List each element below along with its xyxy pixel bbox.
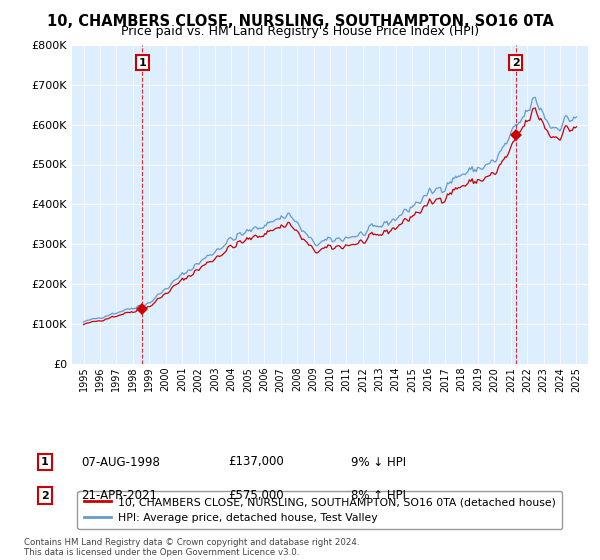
Legend: 10, CHAMBERS CLOSE, NURSLING, SOUTHAMPTON, SO16 0TA (detached house), HPI: Avera: 10, CHAMBERS CLOSE, NURSLING, SOUTHAMPTO… bbox=[77, 491, 562, 529]
Text: 2: 2 bbox=[41, 491, 49, 501]
Text: Price paid vs. HM Land Registry's House Price Index (HPI): Price paid vs. HM Land Registry's House … bbox=[121, 25, 479, 38]
Text: £137,000: £137,000 bbox=[228, 455, 284, 469]
Text: 2: 2 bbox=[512, 58, 520, 68]
Text: 10, CHAMBERS CLOSE, NURSLING, SOUTHAMPTON, SO16 0TA: 10, CHAMBERS CLOSE, NURSLING, SOUTHAMPTO… bbox=[47, 14, 553, 29]
Text: 21-APR-2021: 21-APR-2021 bbox=[81, 489, 157, 502]
Text: 1: 1 bbox=[139, 58, 146, 68]
Text: £575,000: £575,000 bbox=[228, 489, 284, 502]
Text: 9% ↓ HPI: 9% ↓ HPI bbox=[351, 455, 406, 469]
Text: 1: 1 bbox=[41, 457, 49, 467]
Text: 07-AUG-1998: 07-AUG-1998 bbox=[81, 455, 160, 469]
Text: Contains HM Land Registry data © Crown copyright and database right 2024.
This d: Contains HM Land Registry data © Crown c… bbox=[24, 538, 359, 557]
Text: 8% ↑ HPI: 8% ↑ HPI bbox=[351, 489, 406, 502]
